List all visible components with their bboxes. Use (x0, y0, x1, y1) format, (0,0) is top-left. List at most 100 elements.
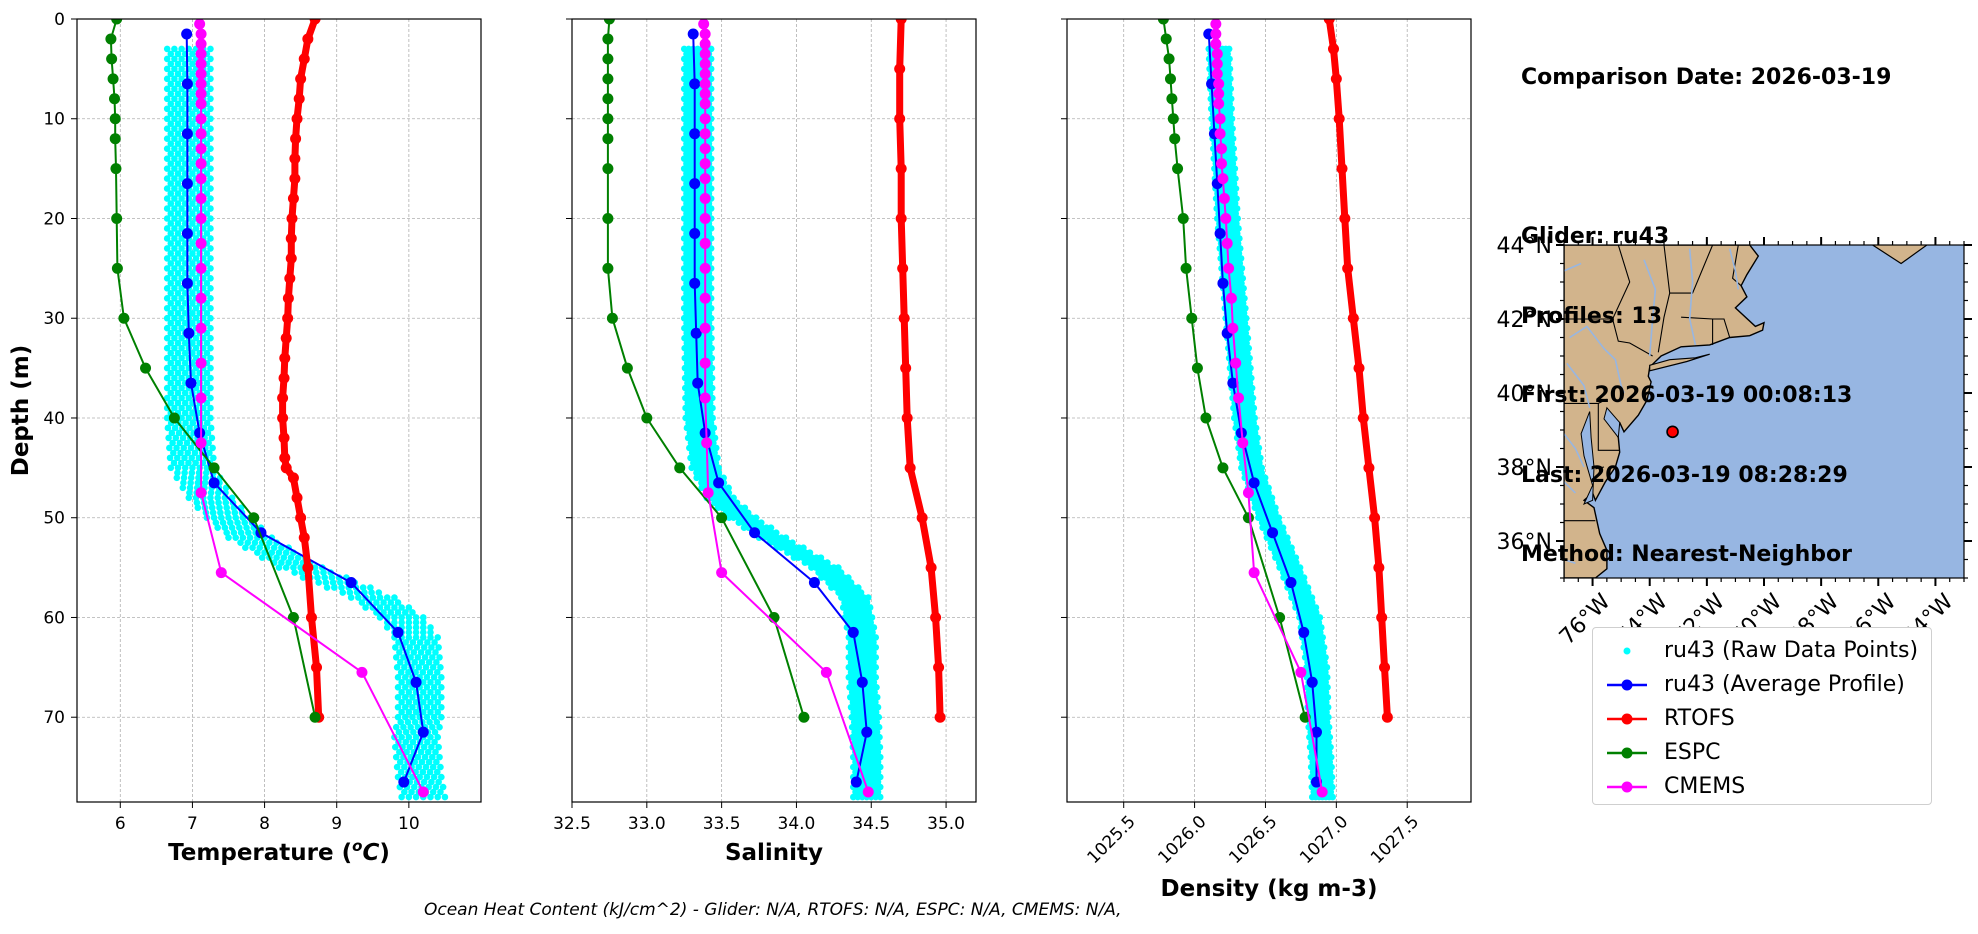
data-point (716, 567, 728, 579)
raw-data-point (163, 364, 171, 372)
raw-data-point (1317, 629, 1324, 636)
raw-data-point (171, 294, 178, 302)
raw-data-point (189, 299, 196, 307)
raw-data-point (171, 145, 178, 152)
raw-data-point (412, 708, 420, 716)
raw-data-point (167, 130, 175, 138)
raw-data-point (427, 634, 434, 641)
data-point (345, 577, 357, 589)
state-border (1657, 245, 1671, 353)
river (1728, 248, 1740, 290)
raw-data-point (171, 364, 178, 372)
raw-data-point (178, 105, 185, 113)
raw-data-point (869, 629, 876, 636)
raw-data-point (207, 95, 214, 103)
data-point (699, 68, 711, 80)
raw-data-point (1325, 748, 1333, 756)
raw-data-point (397, 718, 405, 726)
raw-data-point (192, 344, 200, 352)
raw-data-point (401, 664, 408, 671)
raw-data-point (1233, 205, 1241, 212)
y-tick-label: 30 (43, 309, 65, 329)
raw-data-point (705, 230, 713, 237)
legend-label: ru43 (Average Profile) (1664, 672, 1905, 697)
raw-data-point (401, 703, 409, 711)
raw-data-point (167, 299, 175, 307)
raw-data-point (439, 783, 447, 791)
raw-data-point (167, 260, 175, 267)
raw-data-point (174, 299, 182, 307)
raw-data-point (167, 110, 175, 118)
data-point (278, 432, 290, 444)
raw-data-point (174, 130, 182, 138)
data-point (692, 377, 704, 389)
data-point (279, 452, 291, 464)
raw-data-point (216, 504, 223, 512)
x-tick-label: 35.0 (927, 814, 965, 834)
raw-data-point (1239, 275, 1247, 282)
data-point (287, 193, 299, 205)
raw-data-point (1230, 170, 1237, 177)
raw-data-point (408, 788, 415, 796)
raw-data-point (433, 659, 440, 666)
raw-data-point (412, 733, 420, 741)
data-point (897, 262, 909, 274)
data-point (933, 661, 945, 673)
raw-data-point (221, 524, 229, 532)
raw-data-point (174, 220, 182, 227)
raw-data-point (1324, 683, 1331, 691)
raw-data-point (1232, 185, 1240, 192)
raw-data-point (203, 379, 211, 387)
raw-data-point (239, 534, 247, 541)
raw-data-point (189, 319, 196, 327)
raw-data-point (287, 554, 295, 561)
raw-data-point (1324, 728, 1332, 736)
raw-data-point (207, 494, 214, 502)
data-point (195, 193, 207, 205)
raw-data-point (320, 569, 327, 576)
raw-data-point (163, 145, 171, 152)
raw-data-point (1230, 155, 1238, 162)
raw-data-point (171, 394, 178, 402)
raw-data-point (207, 155, 214, 162)
raw-data-point (178, 245, 185, 252)
raw-data-point (207, 324, 214, 332)
data-point (1220, 212, 1232, 224)
raw-data-point (1272, 509, 1279, 517)
data-point (181, 277, 193, 289)
legend-cmems-symbol (1607, 781, 1647, 793)
raw-data-point (437, 788, 444, 796)
raw-data-point (411, 659, 419, 666)
raw-data-point (163, 155, 171, 162)
raw-data-point (405, 698, 413, 706)
data-point (602, 93, 614, 105)
raw-data-point (391, 604, 398, 611)
raw-data-point (187, 479, 194, 487)
data-point (280, 462, 292, 474)
raw-data-point (707, 275, 715, 282)
raw-data-point (707, 314, 715, 322)
x-tick-label: 34.5 (852, 814, 890, 834)
data-point (1214, 128, 1226, 140)
raw-data-point (163, 175, 171, 182)
raw-data-point (171, 65, 178, 73)
y-tick-label: 10 (43, 110, 65, 130)
raw-data-point (424, 639, 431, 646)
raw-data-point (437, 763, 444, 771)
raw-data-point (181, 339, 189, 347)
raw-data-point (1226, 55, 1233, 63)
data-point (1248, 567, 1260, 579)
raw-data-point (375, 589, 383, 596)
y-tick-label: 70 (43, 708, 65, 728)
raw-data-point (208, 504, 216, 512)
raw-data-point (1325, 723, 1333, 731)
raw-data-point (174, 110, 182, 118)
data-point (195, 28, 207, 40)
raw-data-point (1261, 474, 1269, 482)
raw-data-point (207, 354, 214, 362)
raw-data-point (167, 399, 175, 407)
raw-data-point (219, 519, 227, 527)
raw-data-point (376, 594, 384, 601)
raw-data-point (1322, 654, 1329, 661)
data-point (1327, 43, 1339, 55)
